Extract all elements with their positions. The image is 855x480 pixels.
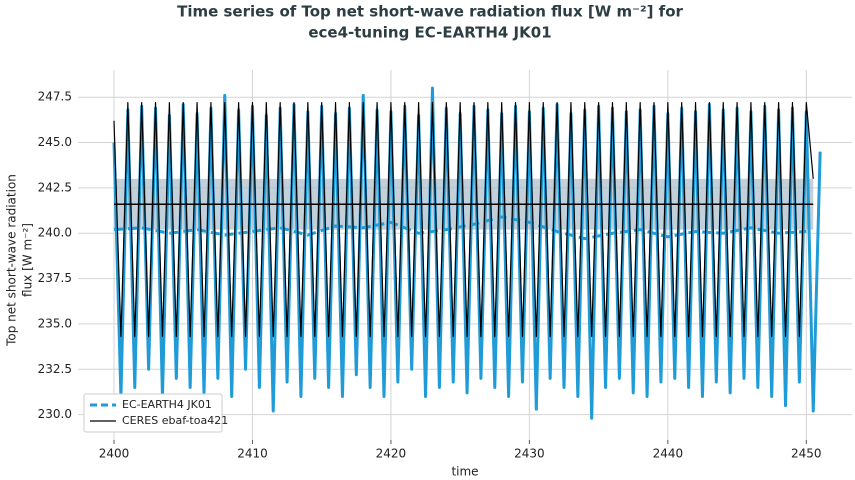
y-axis-label: Top net short-wave radiation: [5, 174, 19, 347]
x-tick-label: 2410: [237, 447, 268, 461]
x-tick-label: 2420: [376, 447, 407, 461]
x-axis-label: time: [451, 465, 478, 479]
legend-label: CERES ebaf-toa421: [122, 414, 228, 427]
y-tick-label: 242.5: [38, 180, 72, 194]
y-tick-label: 237.5: [38, 271, 72, 285]
y-tick-label: 232.5: [38, 362, 72, 376]
series-line: [113, 215, 807, 241]
x-tick-label: 2440: [653, 447, 684, 461]
series-line: [112, 86, 822, 420]
chart-title: Time series of Top net short-wave radiat…: [177, 3, 683, 21]
y-tick-label: 240.0: [38, 226, 72, 240]
chart-title: ece4-tuning EC-EARTH4 JK01: [308, 24, 551, 42]
y-tick-label: 245.0: [38, 135, 72, 149]
x-tick-label: 2450: [791, 447, 822, 461]
series-line: [113, 102, 814, 338]
legend-label: EC-EARTH4 JK01: [122, 398, 212, 411]
legend-box: [83, 393, 223, 433]
y-tick-label: 230.0: [38, 407, 72, 421]
x-tick-label: 2400: [99, 447, 130, 461]
x-tick-label: 2430: [514, 447, 545, 461]
y-tick-label: 247.5: [38, 90, 72, 104]
y-tick-label: 235.0: [38, 316, 72, 330]
y-axis-label: flux [W m⁻²]: [21, 223, 35, 297]
